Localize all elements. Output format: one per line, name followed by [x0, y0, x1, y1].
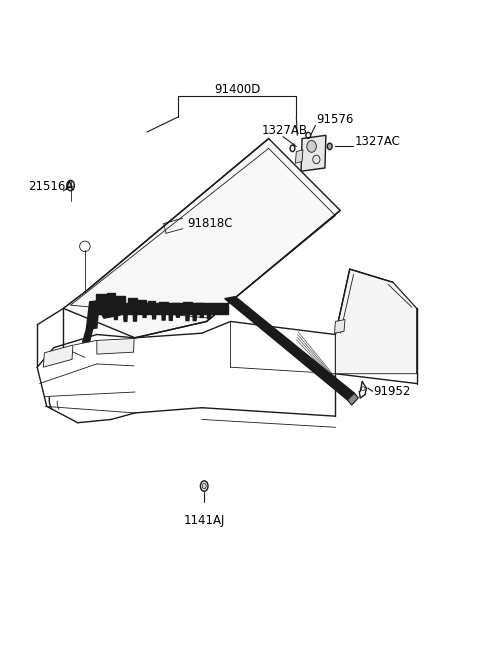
Ellipse shape: [307, 140, 316, 152]
Polygon shape: [95, 298, 120, 318]
Polygon shape: [83, 328, 93, 342]
Polygon shape: [97, 338, 134, 354]
Polygon shape: [295, 150, 303, 163]
Polygon shape: [169, 308, 173, 318]
Text: 1327AB: 1327AB: [262, 123, 308, 136]
Text: 91952: 91952: [373, 385, 411, 398]
Polygon shape: [193, 308, 197, 319]
Polygon shape: [96, 294, 107, 303]
Polygon shape: [148, 301, 155, 308]
Polygon shape: [43, 345, 73, 367]
Polygon shape: [152, 308, 156, 318]
Polygon shape: [86, 300, 99, 329]
Polygon shape: [114, 308, 118, 318]
Polygon shape: [176, 308, 180, 321]
Ellipse shape: [327, 143, 332, 150]
Polygon shape: [183, 302, 192, 311]
Polygon shape: [116, 296, 125, 304]
Polygon shape: [138, 300, 146, 306]
Polygon shape: [301, 135, 326, 171]
Polygon shape: [63, 138, 340, 338]
Polygon shape: [186, 308, 190, 318]
Polygon shape: [195, 303, 204, 311]
Text: 91400D: 91400D: [215, 83, 261, 96]
Polygon shape: [123, 308, 127, 321]
Ellipse shape: [200, 481, 208, 491]
Polygon shape: [207, 308, 211, 319]
Polygon shape: [162, 308, 166, 317]
Polygon shape: [143, 308, 146, 321]
Ellipse shape: [67, 180, 74, 191]
Polygon shape: [336, 269, 417, 374]
Polygon shape: [225, 297, 355, 400]
Polygon shape: [128, 298, 137, 306]
Polygon shape: [105, 308, 108, 317]
Text: 21516A: 21516A: [28, 180, 73, 194]
Text: 1141AJ: 1141AJ: [183, 514, 225, 527]
Polygon shape: [200, 308, 204, 318]
Text: 1327AC: 1327AC: [355, 135, 400, 148]
Polygon shape: [107, 293, 116, 300]
Polygon shape: [159, 302, 168, 309]
Polygon shape: [133, 308, 137, 316]
Polygon shape: [335, 319, 345, 333]
Polygon shape: [348, 394, 359, 405]
Text: 91818C: 91818C: [188, 217, 233, 230]
Text: 91576: 91576: [316, 112, 354, 125]
Polygon shape: [172, 302, 179, 309]
